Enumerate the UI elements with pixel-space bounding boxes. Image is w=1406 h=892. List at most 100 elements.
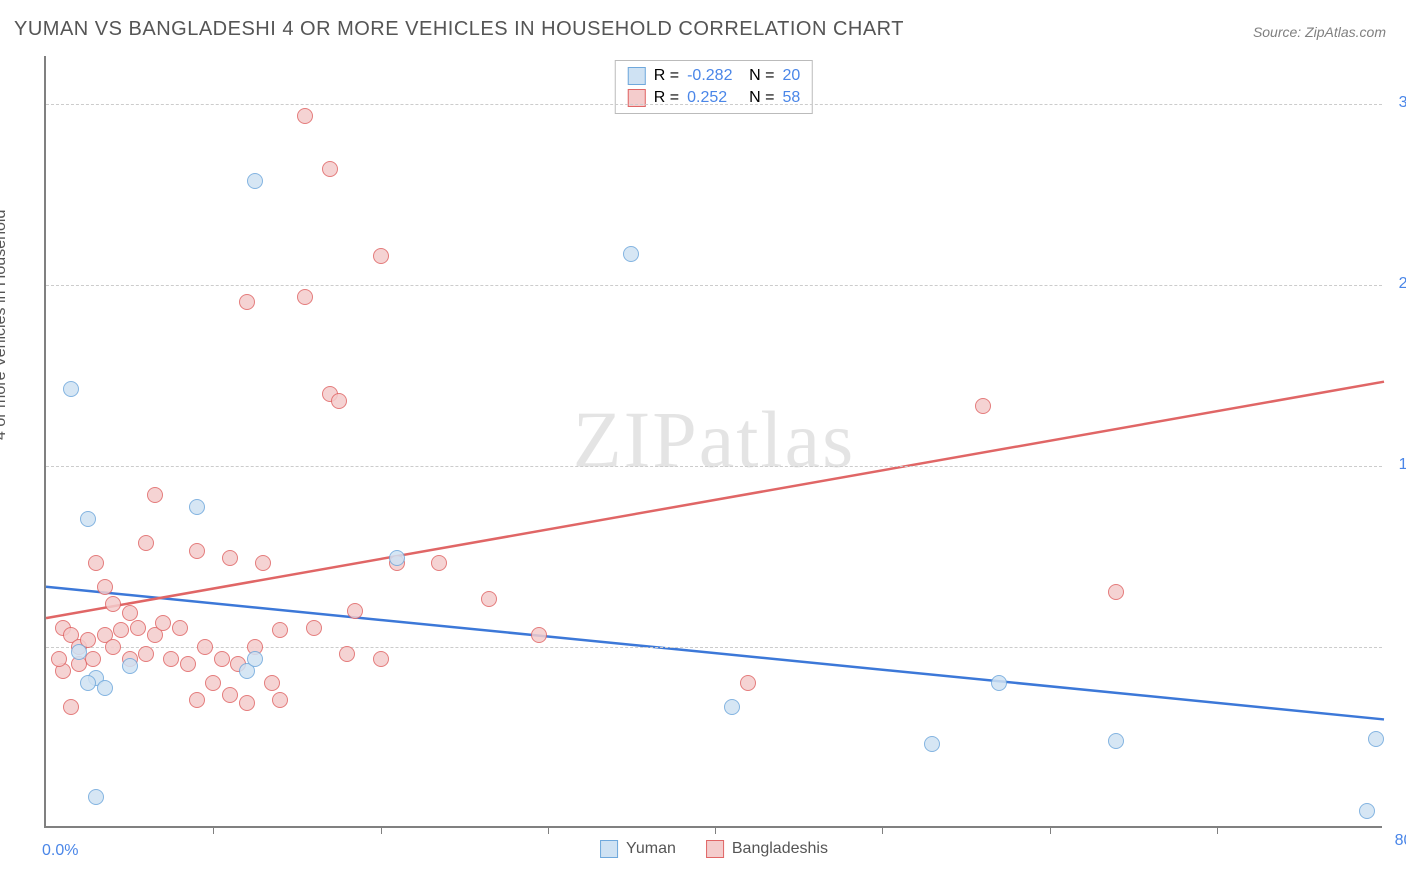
plot-area: ZIPatlas R = -0.282 N = 20 R = 0.252 N =… (44, 56, 1382, 828)
trendline-bangladeshis (46, 382, 1384, 618)
scatter-point-yuman (80, 511, 96, 527)
scatter-point-bangladeshis (189, 543, 205, 559)
legend-statistics: R = -0.282 N = 20 R = 0.252 N = 58 (615, 60, 813, 114)
scatter-point-yuman (924, 736, 940, 752)
x-tick (882, 826, 883, 834)
x-tick (213, 826, 214, 834)
legend-n-label: N = (749, 87, 774, 109)
scatter-point-bangladeshis (197, 639, 213, 655)
scatter-point-bangladeshis (306, 620, 322, 636)
scatter-point-bangladeshis (105, 596, 121, 612)
scatter-point-yuman (189, 499, 205, 515)
scatter-point-bangladeshis (272, 692, 288, 708)
scatter-point-bangladeshis (339, 646, 355, 662)
x-tick (548, 826, 549, 834)
scatter-point-bangladeshis (331, 393, 347, 409)
scatter-point-bangladeshis (138, 646, 154, 662)
scatter-point-yuman (247, 173, 263, 189)
scatter-point-bangladeshis (51, 651, 67, 667)
legend-n-bangladeshis: 58 (782, 87, 800, 109)
scatter-point-bangladeshis (481, 591, 497, 607)
legend-n-yuman: 20 (782, 65, 800, 87)
y-axis-label: 4 or more Vehicles in Household (0, 210, 10, 440)
scatter-point-bangladeshis (255, 555, 271, 571)
scatter-point-yuman (122, 658, 138, 674)
legend-n-label: N = (749, 65, 774, 87)
scatter-point-bangladeshis (740, 675, 756, 691)
scatter-point-bangladeshis (297, 289, 313, 305)
scatter-point-bangladeshis (205, 675, 221, 691)
scatter-point-bangladeshis (97, 579, 113, 595)
scatter-point-bangladeshis (373, 651, 389, 667)
scatter-point-bangladeshis (122, 605, 138, 621)
source-attribution: Source: ZipAtlas.com (1253, 24, 1386, 40)
scatter-point-bangladeshis (214, 651, 230, 667)
scatter-point-bangladeshis (239, 294, 255, 310)
scatter-point-bangladeshis (264, 675, 280, 691)
scatter-point-yuman (63, 381, 79, 397)
scatter-point-bangladeshis (63, 699, 79, 715)
legend-r-bangladeshis: 0.252 (687, 87, 741, 109)
scatter-point-bangladeshis (239, 695, 255, 711)
legend-item-bangladeshis: Bangladeshis (706, 840, 828, 858)
scatter-point-bangladeshis (138, 535, 154, 551)
legend-r-label: R = (654, 65, 679, 87)
scatter-point-bangladeshis (373, 248, 389, 264)
scatter-point-bangladeshis (1108, 584, 1124, 600)
legend-label-bangladeshis: Bangladeshis (732, 840, 828, 858)
scatter-point-bangladeshis (147, 487, 163, 503)
scatter-point-bangladeshis (163, 651, 179, 667)
swatch-yuman (628, 67, 646, 85)
y-tick-label: 15.0% (1399, 456, 1406, 474)
y-tick-label: 30.0% (1399, 94, 1406, 112)
swatch-yuman (600, 840, 618, 858)
scatter-point-yuman (247, 651, 263, 667)
gridline (46, 285, 1382, 286)
x-axis-max-label: 80.0% (1395, 832, 1406, 850)
chart-title: YUMAN VS BANGLADESHI 4 OR MORE VEHICLES … (14, 18, 904, 41)
scatter-point-bangladeshis (431, 555, 447, 571)
scatter-point-bangladeshis (531, 627, 547, 643)
swatch-bangladeshis (706, 840, 724, 858)
legend-series: Yuman Bangladeshis (600, 840, 828, 858)
scatter-point-bangladeshis (975, 398, 991, 414)
x-tick (381, 826, 382, 834)
scatter-point-bangladeshis (297, 108, 313, 124)
scatter-point-bangladeshis (322, 161, 338, 177)
scatter-point-yuman (97, 680, 113, 696)
scatter-point-bangladeshis (130, 620, 146, 636)
legend-row-bangladeshis: R = 0.252 N = 58 (628, 87, 800, 109)
legend-r-yuman: -0.282 (687, 65, 741, 87)
scatter-point-bangladeshis (272, 622, 288, 638)
scatter-point-yuman (389, 550, 405, 566)
scatter-point-yuman (71, 644, 87, 660)
y-tick-label: 22.5% (1399, 275, 1406, 293)
legend-label-yuman: Yuman (626, 840, 676, 858)
scatter-point-bangladeshis (172, 620, 188, 636)
scatter-point-yuman (1368, 731, 1384, 747)
gridline (46, 104, 1382, 105)
scatter-point-bangladeshis (189, 692, 205, 708)
x-tick (1217, 826, 1218, 834)
scatter-point-bangladeshis (105, 639, 121, 655)
x-tick (1050, 826, 1051, 834)
legend-row-yuman: R = -0.282 N = 20 (628, 65, 800, 87)
scatter-point-yuman (80, 675, 96, 691)
gridline (46, 466, 1382, 467)
legend-r-label: R = (654, 87, 679, 109)
scatter-point-bangladeshis (113, 622, 129, 638)
scatter-point-bangladeshis (347, 603, 363, 619)
scatter-point-yuman (1359, 803, 1375, 819)
scatter-point-yuman (991, 675, 1007, 691)
scatter-point-bangladeshis (88, 555, 104, 571)
scatter-point-yuman (623, 246, 639, 262)
scatter-point-bangladeshis (222, 550, 238, 566)
x-tick (715, 826, 716, 834)
legend-item-yuman: Yuman (600, 840, 676, 858)
scatter-point-bangladeshis (155, 615, 171, 631)
scatter-point-yuman (1108, 733, 1124, 749)
scatter-point-yuman (88, 789, 104, 805)
scatter-point-yuman (724, 699, 740, 715)
scatter-point-bangladeshis (222, 687, 238, 703)
x-axis-min-label: 0.0% (42, 842, 78, 860)
